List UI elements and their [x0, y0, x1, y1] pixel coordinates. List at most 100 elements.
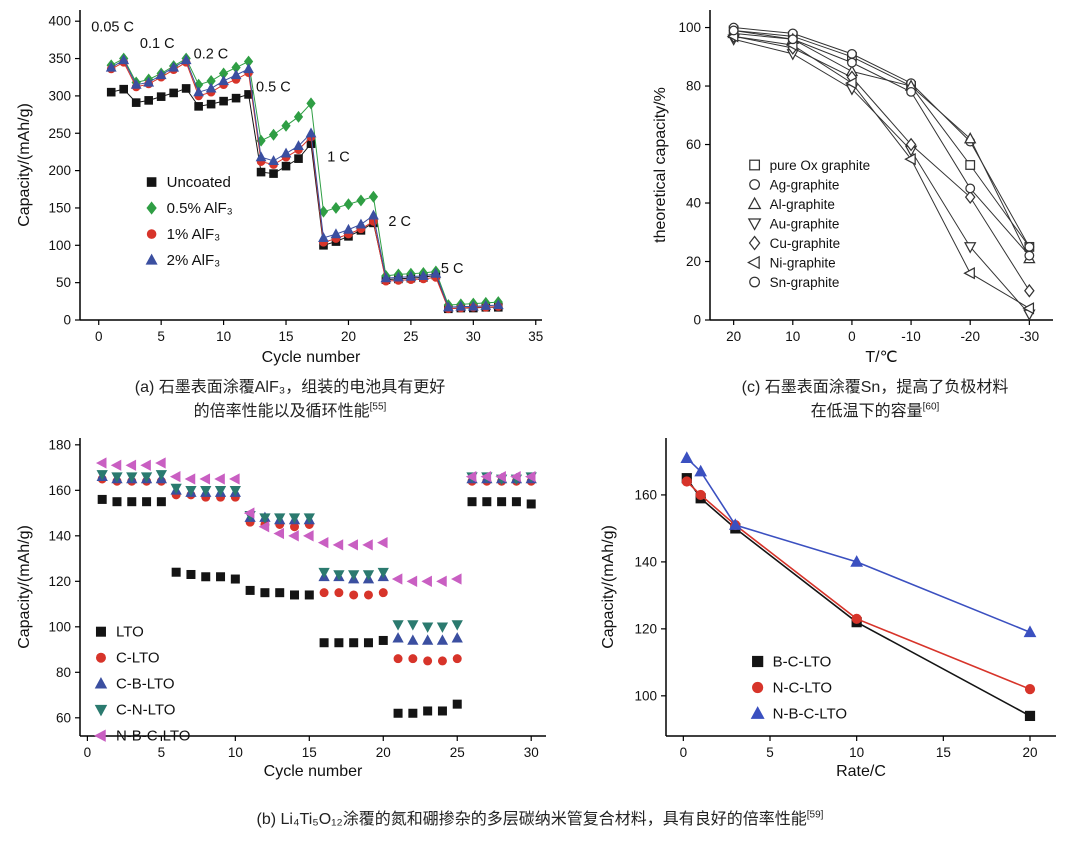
- svg-text:T/℃: T/℃: [865, 349, 897, 366]
- svg-text:60: 60: [686, 137, 701, 152]
- svg-text:0.05 C: 0.05 C: [91, 20, 134, 36]
- svg-text:100: 100: [48, 238, 71, 253]
- svg-text:80: 80: [686, 79, 701, 94]
- svg-text:0.5 C: 0.5 C: [256, 79, 291, 95]
- svg-text:100: 100: [634, 688, 657, 703]
- svg-text:140: 140: [48, 528, 71, 543]
- svg-text:400: 400: [48, 14, 71, 29]
- svg-text:C-B-LTO: C-B-LTO: [116, 676, 175, 693]
- chart-rate-capability-alf3-coated-graphite: 0 5 10 15 20 25 30 35050100150200250300350400Cy…: [16, 10, 543, 366]
- svg-text:Capacity/(mAh/g): Capacity/(mAh/g): [16, 103, 33, 227]
- caption-b-text: (b) Li₄Ti₅O₁₂涂覆的氮和硼掺杂的多层碳纳米管复合材料，具有良好的倍率…: [256, 811, 807, 828]
- caption-a-ref: [55]: [369, 401, 387, 413]
- svg-text:20: 20: [726, 329, 741, 344]
- chart-low-temperature-capacity-coated-graphite: 20 10 0 -10 -20 -30020406080100T/℃theoretical…: [652, 10, 1053, 366]
- svg-text:80: 80: [56, 665, 71, 680]
- svg-text:150: 150: [48, 200, 71, 215]
- svg-text:Al-graphite: Al-graphite: [770, 197, 835, 212]
- svg-text:Sn-graphite: Sn-graphite: [770, 275, 840, 290]
- svg-text:5: 5: [158, 745, 166, 760]
- svg-text:5: 5: [766, 745, 774, 760]
- svg-text:350: 350: [48, 51, 71, 66]
- svg-text:30: 30: [466, 329, 481, 344]
- svg-text:100: 100: [48, 619, 71, 634]
- caption-c-line2: 在低温下的容量: [810, 403, 923, 420]
- svg-text:25: 25: [450, 745, 465, 760]
- svg-text:Cu-graphite: Cu-graphite: [770, 236, 841, 251]
- svg-text:Uncoated: Uncoated: [167, 174, 231, 191]
- svg-text:10: 10: [785, 329, 800, 344]
- svg-text:20: 20: [341, 329, 356, 344]
- svg-text:300: 300: [48, 88, 71, 103]
- svg-text:0: 0: [84, 745, 92, 760]
- svg-text:1 C: 1 C: [327, 150, 350, 166]
- svg-text:Rate/C: Rate/C: [836, 763, 886, 780]
- svg-text:2% AlF₃: 2% AlF₃: [167, 252, 221, 269]
- svg-text:15: 15: [302, 745, 317, 760]
- svg-text:20: 20: [686, 254, 701, 269]
- svg-text:N-B-C-LTO: N-B-C-LTO: [773, 706, 847, 723]
- svg-text:20: 20: [376, 745, 391, 760]
- svg-text:100: 100: [678, 20, 701, 35]
- svg-text:5: 5: [157, 329, 165, 344]
- svg-text:C-N-LTO: C-N-LTO: [116, 702, 175, 719]
- svg-text:Capacity/(mAh/g): Capacity/(mAh/g): [16, 525, 33, 649]
- svg-text:-20: -20: [960, 329, 980, 344]
- svg-text:40: 40: [686, 196, 701, 211]
- svg-text:Ni-graphite: Ni-graphite: [770, 256, 836, 271]
- caption-c-line1: (c) 石墨表面涂覆Sn，提高了负极材料: [741, 379, 1009, 396]
- svg-text:10: 10: [228, 745, 243, 760]
- svg-text:Cycle number: Cycle number: [264, 763, 363, 780]
- svg-text:160: 160: [634, 487, 657, 502]
- svg-text:C-LTO: C-LTO: [116, 650, 160, 667]
- svg-text:5 C: 5 C: [441, 261, 464, 277]
- svg-text:15: 15: [279, 329, 294, 344]
- svg-text:60: 60: [56, 710, 71, 725]
- svg-text:N-C-LTO: N-C-LTO: [773, 680, 832, 697]
- svg-text:35: 35: [528, 329, 543, 344]
- chart-lto-cycling-capacity: 0 5 10 15 20 25 30 60 80 100 120 140 160 180 Cycle num…: [16, 437, 546, 780]
- svg-text:250: 250: [48, 126, 71, 141]
- svg-text:180: 180: [48, 437, 71, 452]
- svg-text:Capacity/(mAh/g): Capacity/(mAh/g): [600, 525, 617, 649]
- svg-text:LTO: LTO: [116, 624, 144, 641]
- svg-text:pure Ox graphite: pure Ox graphite: [770, 158, 871, 173]
- svg-text:Cycle number: Cycle number: [262, 349, 361, 366]
- svg-text:Ag-graphite: Ag-graphite: [770, 178, 840, 193]
- svg-text:140: 140: [634, 554, 657, 569]
- svg-text:10: 10: [216, 329, 231, 344]
- caption-b-ref: [59]: [806, 809, 824, 821]
- caption-b: (b) Li₄Ti₅O₁₂涂覆的氮和硼掺杂的多层碳纳米管复合材料，具有良好的倍率…: [0, 808, 1080, 832]
- svg-text:0: 0: [63, 313, 71, 328]
- svg-text:10: 10: [849, 745, 864, 760]
- svg-text:120: 120: [48, 574, 71, 589]
- svg-text:120: 120: [634, 621, 657, 636]
- svg-text:0: 0: [848, 329, 856, 344]
- svg-text:1% AlF₃: 1% AlF₃: [167, 226, 221, 243]
- svg-text:0.1 C: 0.1 C: [140, 36, 175, 52]
- svg-text:25: 25: [403, 329, 418, 344]
- svg-text:30: 30: [524, 745, 539, 760]
- svg-text:B-C-LTO: B-C-LTO: [773, 654, 832, 671]
- svg-text:0: 0: [680, 745, 688, 760]
- svg-text:0.5% AlF₃: 0.5% AlF₃: [167, 200, 233, 217]
- svg-text:0: 0: [95, 329, 103, 344]
- chart-lto-rate-capacity: 0 5 10 15 20 100 120 140 160 Rate/C Capacity/(mAh/…: [600, 438, 1056, 780]
- svg-text:200: 200: [48, 163, 71, 178]
- caption-c: (c) 石墨表面涂覆Sn，提高了负极材料 在低温下的容量[60]: [690, 376, 1060, 424]
- caption-a-line1: (a) 石墨表面涂覆AlF₃，组装的电池具有更好: [134, 379, 446, 396]
- svg-text:-30: -30: [1020, 329, 1040, 344]
- caption-c-ref: [60]: [922, 401, 940, 413]
- svg-text:160: 160: [48, 483, 71, 498]
- svg-text:0.2 C: 0.2 C: [194, 47, 229, 63]
- svg-text:N-B-C-LTO: N-B-C-LTO: [116, 728, 190, 745]
- svg-text:Au-graphite: Au-graphite: [770, 217, 840, 232]
- caption-a: (a) 石墨表面涂覆AlF₃，组装的电池具有更好 的倍率性能以及循环性能[55]: [40, 376, 540, 424]
- svg-text:-10: -10: [901, 329, 921, 344]
- svg-text:20: 20: [1022, 745, 1037, 760]
- svg-text:0: 0: [693, 313, 701, 328]
- caption-a-line2: 的倍率性能以及循环性能: [193, 403, 370, 420]
- svg-text:15: 15: [936, 745, 951, 760]
- svg-text:theoretical capacity/%: theoretical capacity/%: [652, 87, 669, 243]
